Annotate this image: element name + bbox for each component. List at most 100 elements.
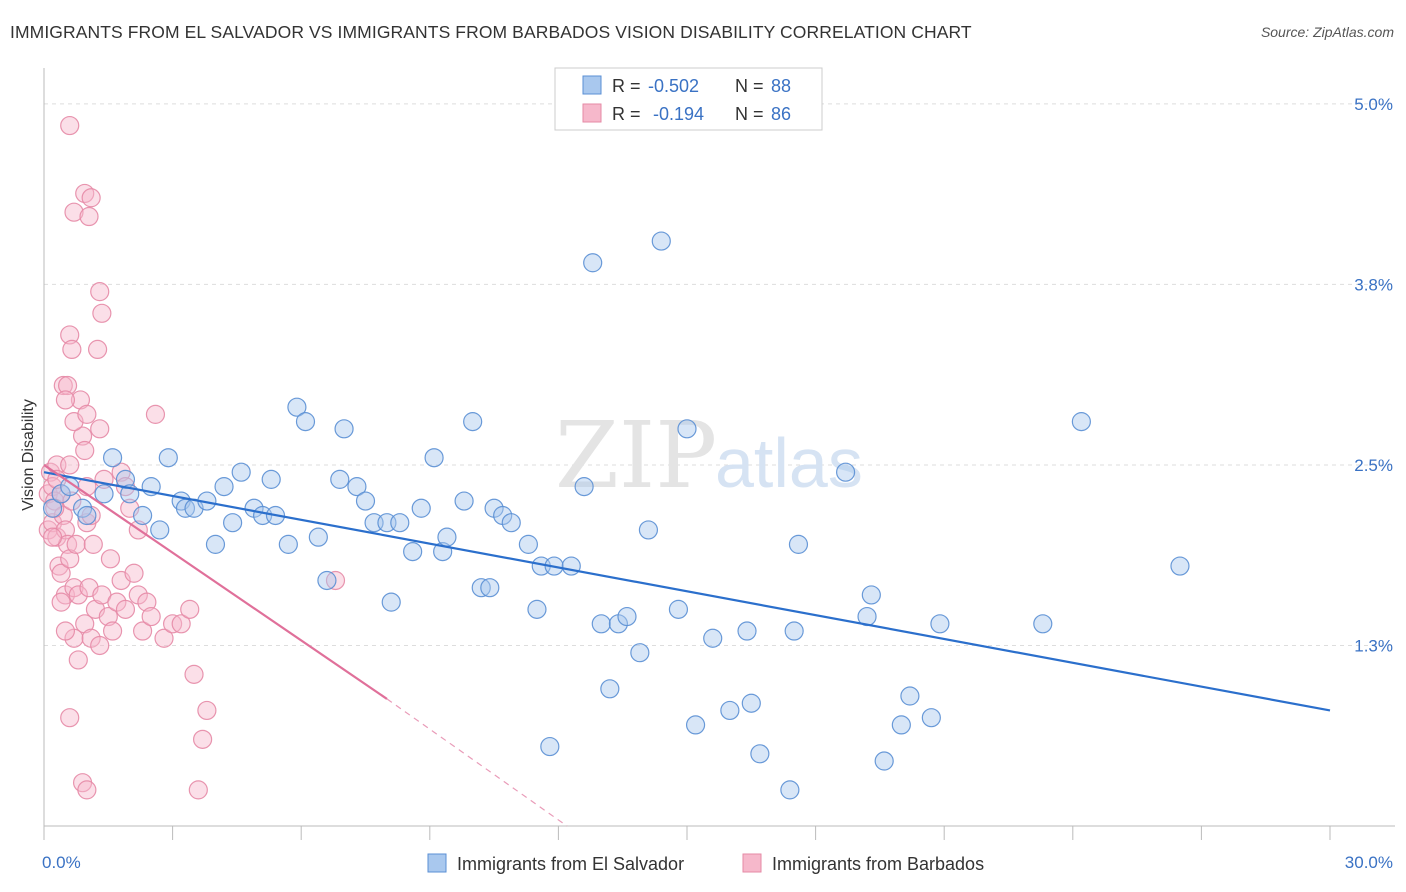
barbados-point xyxy=(53,375,73,396)
legend-n-value: 88 xyxy=(771,76,791,96)
barbados-point xyxy=(62,491,82,511)
el-salvador-point xyxy=(703,628,723,648)
y-axis-label: Vision Disability xyxy=(20,399,37,511)
el-salvador-point xyxy=(102,448,123,468)
barbados-point xyxy=(55,390,76,410)
el-salvador-point xyxy=(158,448,178,468)
barbados-point xyxy=(188,780,208,800)
el-salvador-point xyxy=(381,592,401,612)
source-label: Source: ZipAtlas.com xyxy=(1260,24,1394,40)
barbados-point xyxy=(87,339,108,360)
el-salvador-point xyxy=(278,534,298,554)
barbados-point xyxy=(75,440,95,461)
el-salvador-point xyxy=(780,780,800,800)
barbados-point xyxy=(92,303,112,323)
el-salvador-point xyxy=(437,527,457,547)
barbados-point xyxy=(90,635,110,656)
el-salvador-point xyxy=(617,606,637,627)
el-salvador-point xyxy=(287,397,307,417)
barbados-point xyxy=(66,534,86,554)
barbados-point xyxy=(62,339,82,360)
el-salvador-point xyxy=(231,462,251,482)
barbados-point xyxy=(57,375,78,396)
barbados-point xyxy=(55,621,76,641)
barbados-point xyxy=(51,563,71,583)
watermark-atlas: atlas xyxy=(715,424,863,502)
el-salvador-point xyxy=(737,621,757,641)
el-salvador-point xyxy=(750,744,770,764)
series-el-salvador-points xyxy=(42,231,1190,800)
watermark: ZIP atlas xyxy=(555,402,863,509)
el-salvador-point xyxy=(214,477,234,497)
el-salvador-point xyxy=(42,498,63,518)
y-tick-label: 2.5% xyxy=(1354,456,1393,475)
legend-swatch-barbados xyxy=(742,853,762,873)
series-barbados-points xyxy=(38,115,346,800)
el-salvador-point xyxy=(424,448,444,468)
el-salvador-point xyxy=(317,570,337,591)
el-salvador-point xyxy=(1033,614,1053,634)
el-salvador-point xyxy=(638,520,659,540)
el-salvador-point xyxy=(784,621,804,641)
el-salvador-point xyxy=(223,513,243,533)
el-salvador-point xyxy=(1071,412,1091,432)
el-salvador-point xyxy=(861,585,881,605)
el-salvador-point xyxy=(651,231,671,251)
el-salvador-point xyxy=(930,614,950,634)
legend-r-label: R = xyxy=(612,104,641,124)
el-salvador-point xyxy=(355,491,376,511)
barbados-point xyxy=(197,700,217,721)
el-salvador-point xyxy=(741,693,761,713)
el-salvador-point xyxy=(900,686,920,706)
el-salvador-point xyxy=(94,484,114,504)
legend-r-label: R = xyxy=(612,76,641,96)
el-salvador-point xyxy=(150,520,170,540)
el-salvador-point xyxy=(334,419,354,439)
chart-title: IMMIGRANTS FROM EL SALVADOR VS IMMIGRANT… xyxy=(10,22,972,42)
el-salvador-point xyxy=(295,412,316,432)
y-tick-label: 3.8% xyxy=(1354,275,1393,294)
el-salvador-point xyxy=(480,578,500,598)
barbados-point xyxy=(141,606,161,627)
barbados-trend-extension xyxy=(386,698,568,827)
barbados-point xyxy=(45,491,65,511)
barbados-trend-line xyxy=(43,464,388,700)
el-salvador-point xyxy=(1170,556,1190,576)
el-salvador-point xyxy=(463,412,483,432)
barbados-point xyxy=(154,628,174,648)
trend-lines xyxy=(43,464,1331,827)
el-salvador-point xyxy=(501,513,521,533)
barbados-point xyxy=(60,455,80,475)
barbados-point xyxy=(68,650,88,670)
barbados-point xyxy=(60,115,80,136)
series-legend: Immigrants from El Salvador Immigrants f… xyxy=(427,853,984,874)
el-salvador-point xyxy=(454,491,474,511)
barbados-point xyxy=(100,549,121,569)
legend-label-el-salvador: Immigrants from El Salvador xyxy=(457,854,684,874)
el-salvador-point xyxy=(921,708,941,728)
el-salvador-point xyxy=(77,505,97,526)
el-salvador-trend-line xyxy=(43,471,1331,712)
grid-lines xyxy=(44,103,1395,646)
el-salvador-point xyxy=(668,599,689,619)
axes xyxy=(43,68,1395,840)
el-salvador-point xyxy=(600,679,620,699)
el-salvador-point xyxy=(720,700,740,721)
y-tick-label: 1.3% xyxy=(1354,636,1393,655)
el-salvador-point xyxy=(347,477,367,497)
el-salvador-point xyxy=(630,643,650,663)
barbados-point xyxy=(98,606,118,627)
el-salvador-point xyxy=(677,419,697,439)
legend-n-label: N = xyxy=(735,104,764,124)
el-salvador-point xyxy=(527,599,547,619)
barbados-point xyxy=(49,556,69,576)
el-salvador-point xyxy=(561,556,581,576)
barbados-point xyxy=(115,599,136,619)
barbados-point xyxy=(72,426,93,446)
legend-n-value: 86 xyxy=(771,104,791,124)
legend-swatch-pink xyxy=(582,103,602,123)
barbados-point xyxy=(42,527,63,547)
el-salvador-point xyxy=(403,541,423,562)
barbados-point xyxy=(137,592,157,612)
